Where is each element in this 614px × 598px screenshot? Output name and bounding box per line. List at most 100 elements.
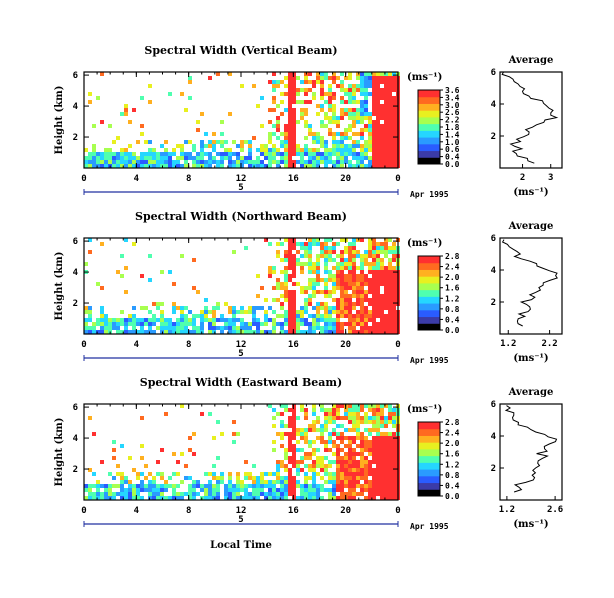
heatmap-cell bbox=[372, 92, 376, 96]
heatmap-cell bbox=[336, 436, 340, 440]
heatmap-cell bbox=[368, 330, 372, 334]
heatmap-cell bbox=[368, 484, 372, 488]
y-axis-label: Height (km) bbox=[54, 252, 65, 321]
heatmap-cell bbox=[140, 444, 144, 448]
heatmap-cell bbox=[308, 282, 312, 286]
heatmap-cell bbox=[116, 472, 120, 476]
heatmap-cell bbox=[304, 250, 308, 254]
heatmap-cell bbox=[268, 108, 272, 112]
heatmap-cell bbox=[384, 72, 388, 76]
heatmap-cell bbox=[192, 492, 196, 496]
heatmap-cell bbox=[372, 262, 376, 266]
heatmap-cell bbox=[300, 322, 304, 326]
heatmap-cell bbox=[112, 152, 116, 156]
heatmap-cell bbox=[132, 330, 136, 334]
heatmap-cell bbox=[164, 156, 168, 160]
y-tick-label: 6 bbox=[73, 237, 78, 247]
heatmap-cell bbox=[136, 476, 140, 480]
heatmap-cell bbox=[96, 96, 100, 100]
heatmap-cell bbox=[192, 326, 196, 330]
heatmap-cell bbox=[192, 258, 196, 262]
heatmap-cell bbox=[340, 404, 344, 408]
heatmap-cell bbox=[108, 160, 112, 164]
colorbar-swatch bbox=[418, 303, 440, 311]
date-label: Apr 1995 bbox=[410, 356, 449, 365]
heatmap-cell bbox=[304, 440, 308, 444]
colorbar-swatch bbox=[418, 482, 440, 490]
average-frame bbox=[499, 71, 563, 169]
heatmap-cell bbox=[180, 326, 184, 330]
heatmap-cell bbox=[104, 156, 108, 160]
heatmap-cell bbox=[384, 452, 388, 456]
heatmap-cell bbox=[384, 326, 388, 330]
heatmap-cell bbox=[356, 428, 360, 432]
heatmap-cell bbox=[312, 140, 316, 144]
heatmap-cell bbox=[132, 164, 136, 168]
heatmap-cell bbox=[364, 144, 368, 148]
heatmap-cell bbox=[344, 282, 348, 286]
heatmap-cell bbox=[324, 412, 328, 416]
heatmap-cell bbox=[312, 96, 316, 100]
heatmap-cell bbox=[380, 112, 384, 116]
heatmap-cell bbox=[280, 242, 284, 246]
heatmap-cell bbox=[84, 326, 88, 330]
y-tick-label: 2 bbox=[73, 133, 78, 143]
heatmap-cell bbox=[124, 290, 128, 294]
heatmap-cell bbox=[152, 152, 156, 156]
heatmap-cell bbox=[140, 322, 144, 326]
heatmap-cell bbox=[312, 326, 316, 330]
heatmap-cell bbox=[320, 246, 324, 250]
heatmap-cell bbox=[368, 278, 372, 282]
heatmap-cell bbox=[124, 156, 128, 160]
heatmap-cell bbox=[228, 476, 232, 480]
heatmap-cell bbox=[108, 148, 112, 152]
heatmap-cell bbox=[164, 484, 168, 488]
heatmap-cell bbox=[188, 492, 192, 496]
heatmap-cell bbox=[260, 124, 264, 128]
heatmap-cell bbox=[364, 128, 368, 132]
heatmap-cell bbox=[216, 306, 220, 310]
heatmap-cell bbox=[260, 164, 264, 168]
heatmap-cell bbox=[164, 496, 168, 500]
heatmap-cell bbox=[316, 428, 320, 432]
heatmap-cell bbox=[344, 302, 348, 306]
heatmap-cell bbox=[324, 144, 328, 148]
heatmap-cell bbox=[356, 266, 360, 270]
heatmap-cell bbox=[344, 76, 348, 80]
heatmap-cell bbox=[264, 238, 268, 242]
heatmap-cell bbox=[384, 298, 388, 302]
heatmap-cell bbox=[328, 314, 332, 318]
heatmap-cell bbox=[352, 464, 356, 468]
heatmap-cell bbox=[100, 492, 104, 496]
heatmap-cell bbox=[108, 488, 112, 492]
heatmap-cell bbox=[320, 432, 324, 436]
heatmap-cell bbox=[332, 432, 336, 436]
heatmap-cell bbox=[288, 140, 292, 144]
heatmap-cell bbox=[104, 318, 108, 322]
heatmap-cell bbox=[344, 160, 348, 164]
heatmap-cell bbox=[372, 492, 376, 496]
heatmap-cell bbox=[212, 318, 216, 322]
heatmap-cell bbox=[140, 326, 144, 330]
heatmap-cell bbox=[140, 480, 144, 484]
heatmap-cell bbox=[276, 152, 280, 156]
heatmap-cell bbox=[292, 258, 296, 262]
heatmap-cell bbox=[304, 254, 308, 258]
heatmap-cell bbox=[136, 330, 140, 334]
heatmap-cell bbox=[348, 96, 352, 100]
heatmap-cell bbox=[280, 302, 284, 306]
heatmap-cell bbox=[340, 254, 344, 258]
heatmap-cell bbox=[332, 112, 336, 116]
heatmap-cell bbox=[232, 306, 236, 310]
colorbar-tick-label: 3.4 bbox=[445, 93, 460, 102]
heatmap-cell bbox=[308, 72, 312, 76]
heatmap-cell bbox=[364, 318, 368, 322]
heatmap-cell bbox=[332, 72, 336, 76]
heatmap-cell bbox=[388, 468, 392, 472]
heatmap-cell bbox=[328, 100, 332, 104]
heatmap-cell bbox=[332, 80, 336, 84]
heatmap-cell bbox=[372, 456, 376, 460]
heatmap-cell bbox=[360, 144, 364, 148]
heatmap-cell bbox=[364, 100, 368, 104]
heatmap-cell bbox=[180, 156, 184, 160]
